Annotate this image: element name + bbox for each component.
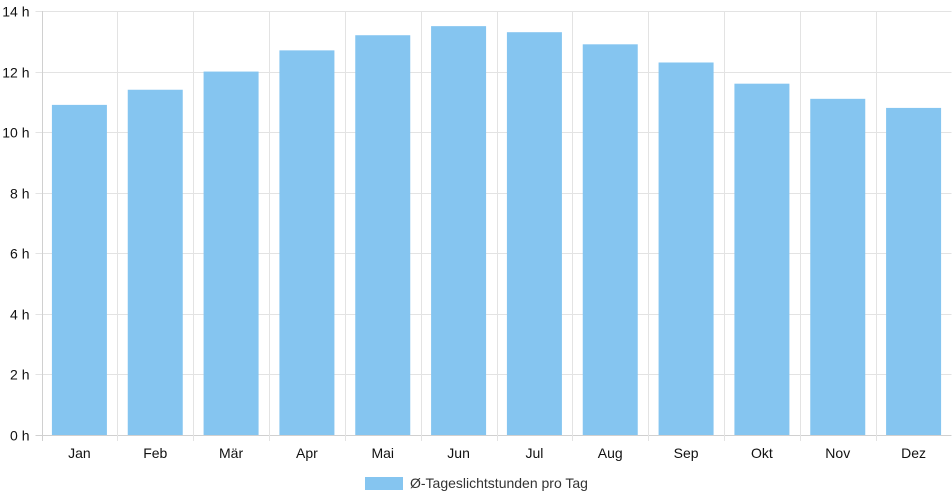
bar[interactable]: [279, 50, 335, 435]
bar[interactable]: [127, 89, 183, 435]
x-tick-label: Aug: [598, 445, 623, 461]
grid-lines: [35, 11, 952, 441]
x-tick-label: Mai: [371, 445, 394, 461]
bar[interactable]: [431, 26, 487, 436]
x-tick-label: Okt: [751, 445, 773, 461]
x-tick-label: Jul: [525, 445, 543, 461]
bar[interactable]: [506, 32, 562, 435]
legend[interactable]: Ø-Tageslichtstunden pro Tag: [364, 474, 588, 492]
x-tick-label: Nov: [825, 445, 850, 461]
y-tick-label: 2 h: [10, 367, 29, 383]
x-tick-label: Mär: [219, 445, 243, 461]
bar[interactable]: [734, 83, 790, 435]
x-tick-label: Dez: [901, 445, 926, 461]
bar[interactable]: [355, 35, 411, 435]
y-tick-label: 14 h: [2, 4, 29, 20]
bar[interactable]: [203, 71, 259, 436]
x-tick-label: Jan: [68, 445, 91, 461]
y-tick-label: 8 h: [10, 186, 29, 202]
y-tick-label: 4 h: [10, 307, 29, 323]
legend-label: Ø-Tageslichtstunden pro Tag: [410, 475, 588, 491]
x-tick-label: Sep: [674, 445, 699, 461]
x-tick-label: Jun: [447, 445, 470, 461]
bar[interactable]: [51, 104, 107, 435]
bar[interactable]: [582, 44, 638, 436]
bar[interactable]: [886, 107, 942, 436]
bars: [51, 26, 942, 436]
y-tick-label: 6 h: [10, 246, 29, 262]
x-tick-label: Feb: [143, 445, 167, 461]
y-tick-label: 0 h: [10, 428, 29, 444]
y-axis: 0 h 2 h 4 h 6 h 8 h 10 h 12 h 14 h: [2, 4, 29, 444]
x-tick-label: Apr: [296, 445, 318, 461]
legend-swatch: [364, 475, 404, 491]
x-axis: Jan Feb Mär Apr Mai Jun Jul Aug Sep Okt Nov Dez: [68, 445, 926, 461]
y-tick-label: 12 h: [2, 65, 29, 81]
y-tick-label: 10 h: [2, 125, 29, 141]
bar[interactable]: [658, 62, 714, 435]
bar[interactable]: [810, 98, 866, 435]
